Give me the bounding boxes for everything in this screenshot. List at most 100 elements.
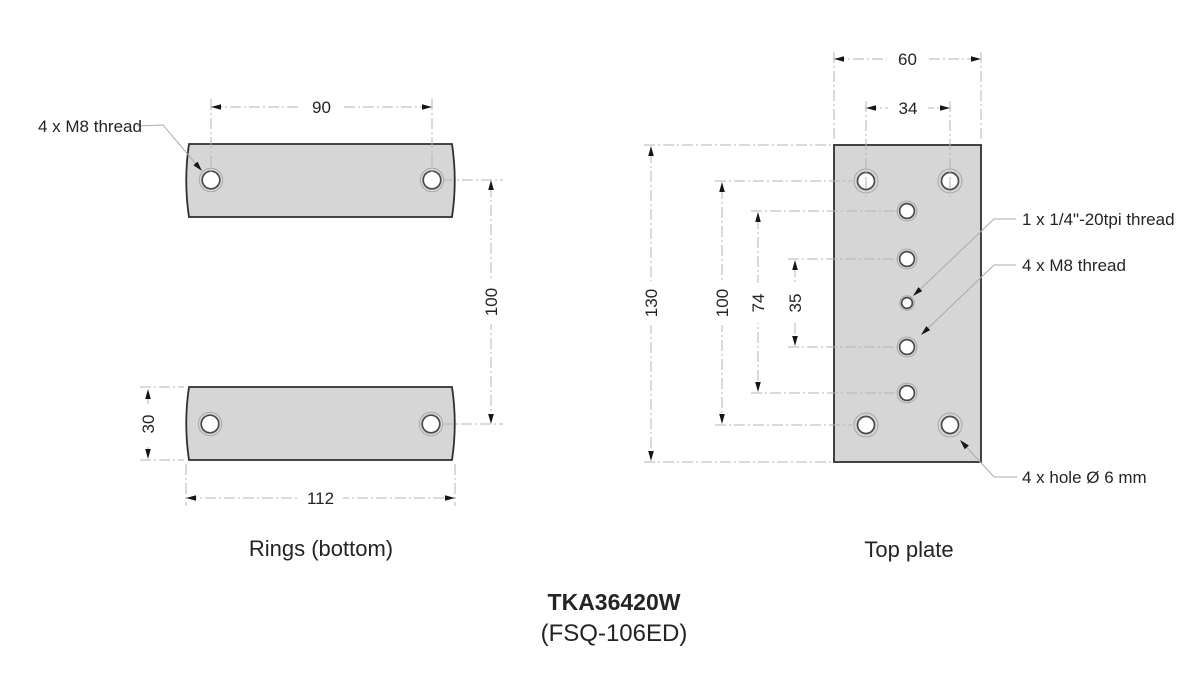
dim-text-mask [888, 99, 928, 117]
leader-line [966, 447, 1017, 478]
dim-arrow [866, 105, 876, 111]
dimension-30: 30 [139, 386, 184, 461]
m8-hole [898, 250, 916, 268]
hole-outer [853, 412, 879, 438]
ring-bar-top [185, 143, 456, 218]
rings-bottom-view: 90 100 30 [38, 98, 503, 561]
hole-outer [198, 167, 224, 193]
leader-line [919, 218, 1016, 290]
dim-text-rotated: 30 [139, 404, 158, 444]
dim-arrow [186, 495, 196, 501]
top-plate-view: 60 34 130 [642, 50, 1175, 562]
dim-text-mask [301, 98, 342, 116]
dim-arrow [971, 56, 981, 62]
corner-hole [856, 415, 876, 435]
m8-hole [898, 384, 916, 402]
dim-text-mask [713, 281, 731, 325]
m8-thread-callout: 4 x M8 thread [38, 117, 202, 171]
dimension-90: 90 [210, 98, 433, 173]
dim-value-112: 112 [307, 489, 334, 508]
dim-text-mask [749, 283, 767, 323]
dimension-130: 130 [642, 144, 832, 463]
dim-text-mask [887, 50, 928, 68]
dim-text-mask [482, 280, 500, 324]
hole-outer [899, 295, 915, 311]
leader-arrow [193, 161, 202, 171]
hole-diameter-callout: 4 x hole Ø 6 mm [960, 440, 1147, 487]
quarter-thread-callout: 1 x 1/4"-20tpi thread [913, 210, 1175, 296]
dimension-100-rings: 100 [442, 179, 503, 425]
hole-outer [896, 382, 918, 404]
dim-arrow [792, 336, 798, 346]
quarter-inch-hole [900, 296, 914, 310]
model-number: TKA36420W [548, 589, 681, 615]
leader-arrow [913, 287, 923, 296]
ring-bar-bottom [185, 386, 456, 461]
dim-value-34: 34 [899, 99, 918, 118]
dim-text-rotated: 74 [749, 283, 768, 323]
dim-arrow [422, 104, 432, 110]
m8-hole [200, 414, 220, 434]
dim-value-60: 60 [898, 50, 917, 69]
dim-text-mask [786, 283, 804, 323]
dim-arrow [755, 212, 761, 222]
corner-hole [940, 415, 960, 435]
hole-outer [197, 411, 223, 437]
m8-hole [421, 414, 441, 434]
plate-view-caption: Top plate [864, 537, 953, 562]
leader-arrow [921, 326, 931, 335]
title-block: TKA36420W (FSQ-106ED) [541, 589, 688, 647]
hole-outer [896, 200, 918, 222]
dimension-112: 112 [185, 464, 456, 508]
telescope-model: (FSQ-106ED) [541, 620, 688, 647]
dim-value-100: 100 [713, 289, 732, 317]
dimension-100-plate: 100 [713, 180, 852, 426]
m8-hole [422, 170, 442, 190]
dim-text-rotated: 130 [642, 281, 661, 325]
dim-arrow [792, 260, 798, 270]
dim-arrow [445, 495, 455, 501]
hole-outer [896, 336, 918, 358]
dim-arrow [211, 104, 221, 110]
dimension-74: 74 [749, 210, 896, 394]
dimension-35: 35 [786, 258, 897, 348]
dim-arrow [145, 389, 151, 399]
rings-view-caption: Rings (bottom) [249, 536, 393, 561]
m8-hole [201, 170, 221, 190]
leader-arrow [960, 440, 969, 450]
dim-text-rotated: 35 [786, 283, 805, 323]
dim-value-35: 35 [786, 294, 805, 313]
dim-text-rotated: 100 [713, 281, 732, 325]
dim-arrow [648, 451, 654, 461]
dim-arrow [648, 146, 654, 156]
m8-thread-label: 4 x M8 thread [1022, 256, 1126, 275]
dim-arrow [755, 382, 761, 392]
quarter-thread-label: 1 x 1/4"-20tpi thread [1022, 210, 1175, 229]
dim-text-mask [642, 281, 660, 325]
dimension-34: 34 [865, 99, 951, 197]
dim-arrow [488, 180, 494, 190]
dim-arrow [719, 182, 725, 192]
dim-value-100: 100 [482, 288, 501, 316]
m8-hole [898, 338, 916, 356]
dim-arrow [719, 414, 725, 424]
leader-line [927, 264, 1016, 329]
hole-diameter-label: 4 x hole Ø 6 mm [1022, 468, 1147, 487]
dim-arrow [145, 449, 151, 459]
m8-thread-label: 4 x M8 thread [38, 117, 142, 136]
hole-outer [896, 248, 918, 270]
dim-arrow [488, 414, 494, 424]
dim-text-mask [298, 489, 343, 507]
m8-hole [898, 202, 916, 220]
leader-line [136, 124, 196, 164]
dimension-60: 60 [833, 50, 982, 141]
dim-value-30: 30 [139, 415, 158, 434]
dim-value-130: 130 [642, 289, 661, 317]
hole-outer [937, 412, 963, 438]
dim-text-mask [139, 404, 157, 444]
dim-arrow [940, 105, 950, 111]
dim-text-rotated: 100 [482, 280, 501, 324]
dim-value-74: 74 [749, 294, 768, 313]
